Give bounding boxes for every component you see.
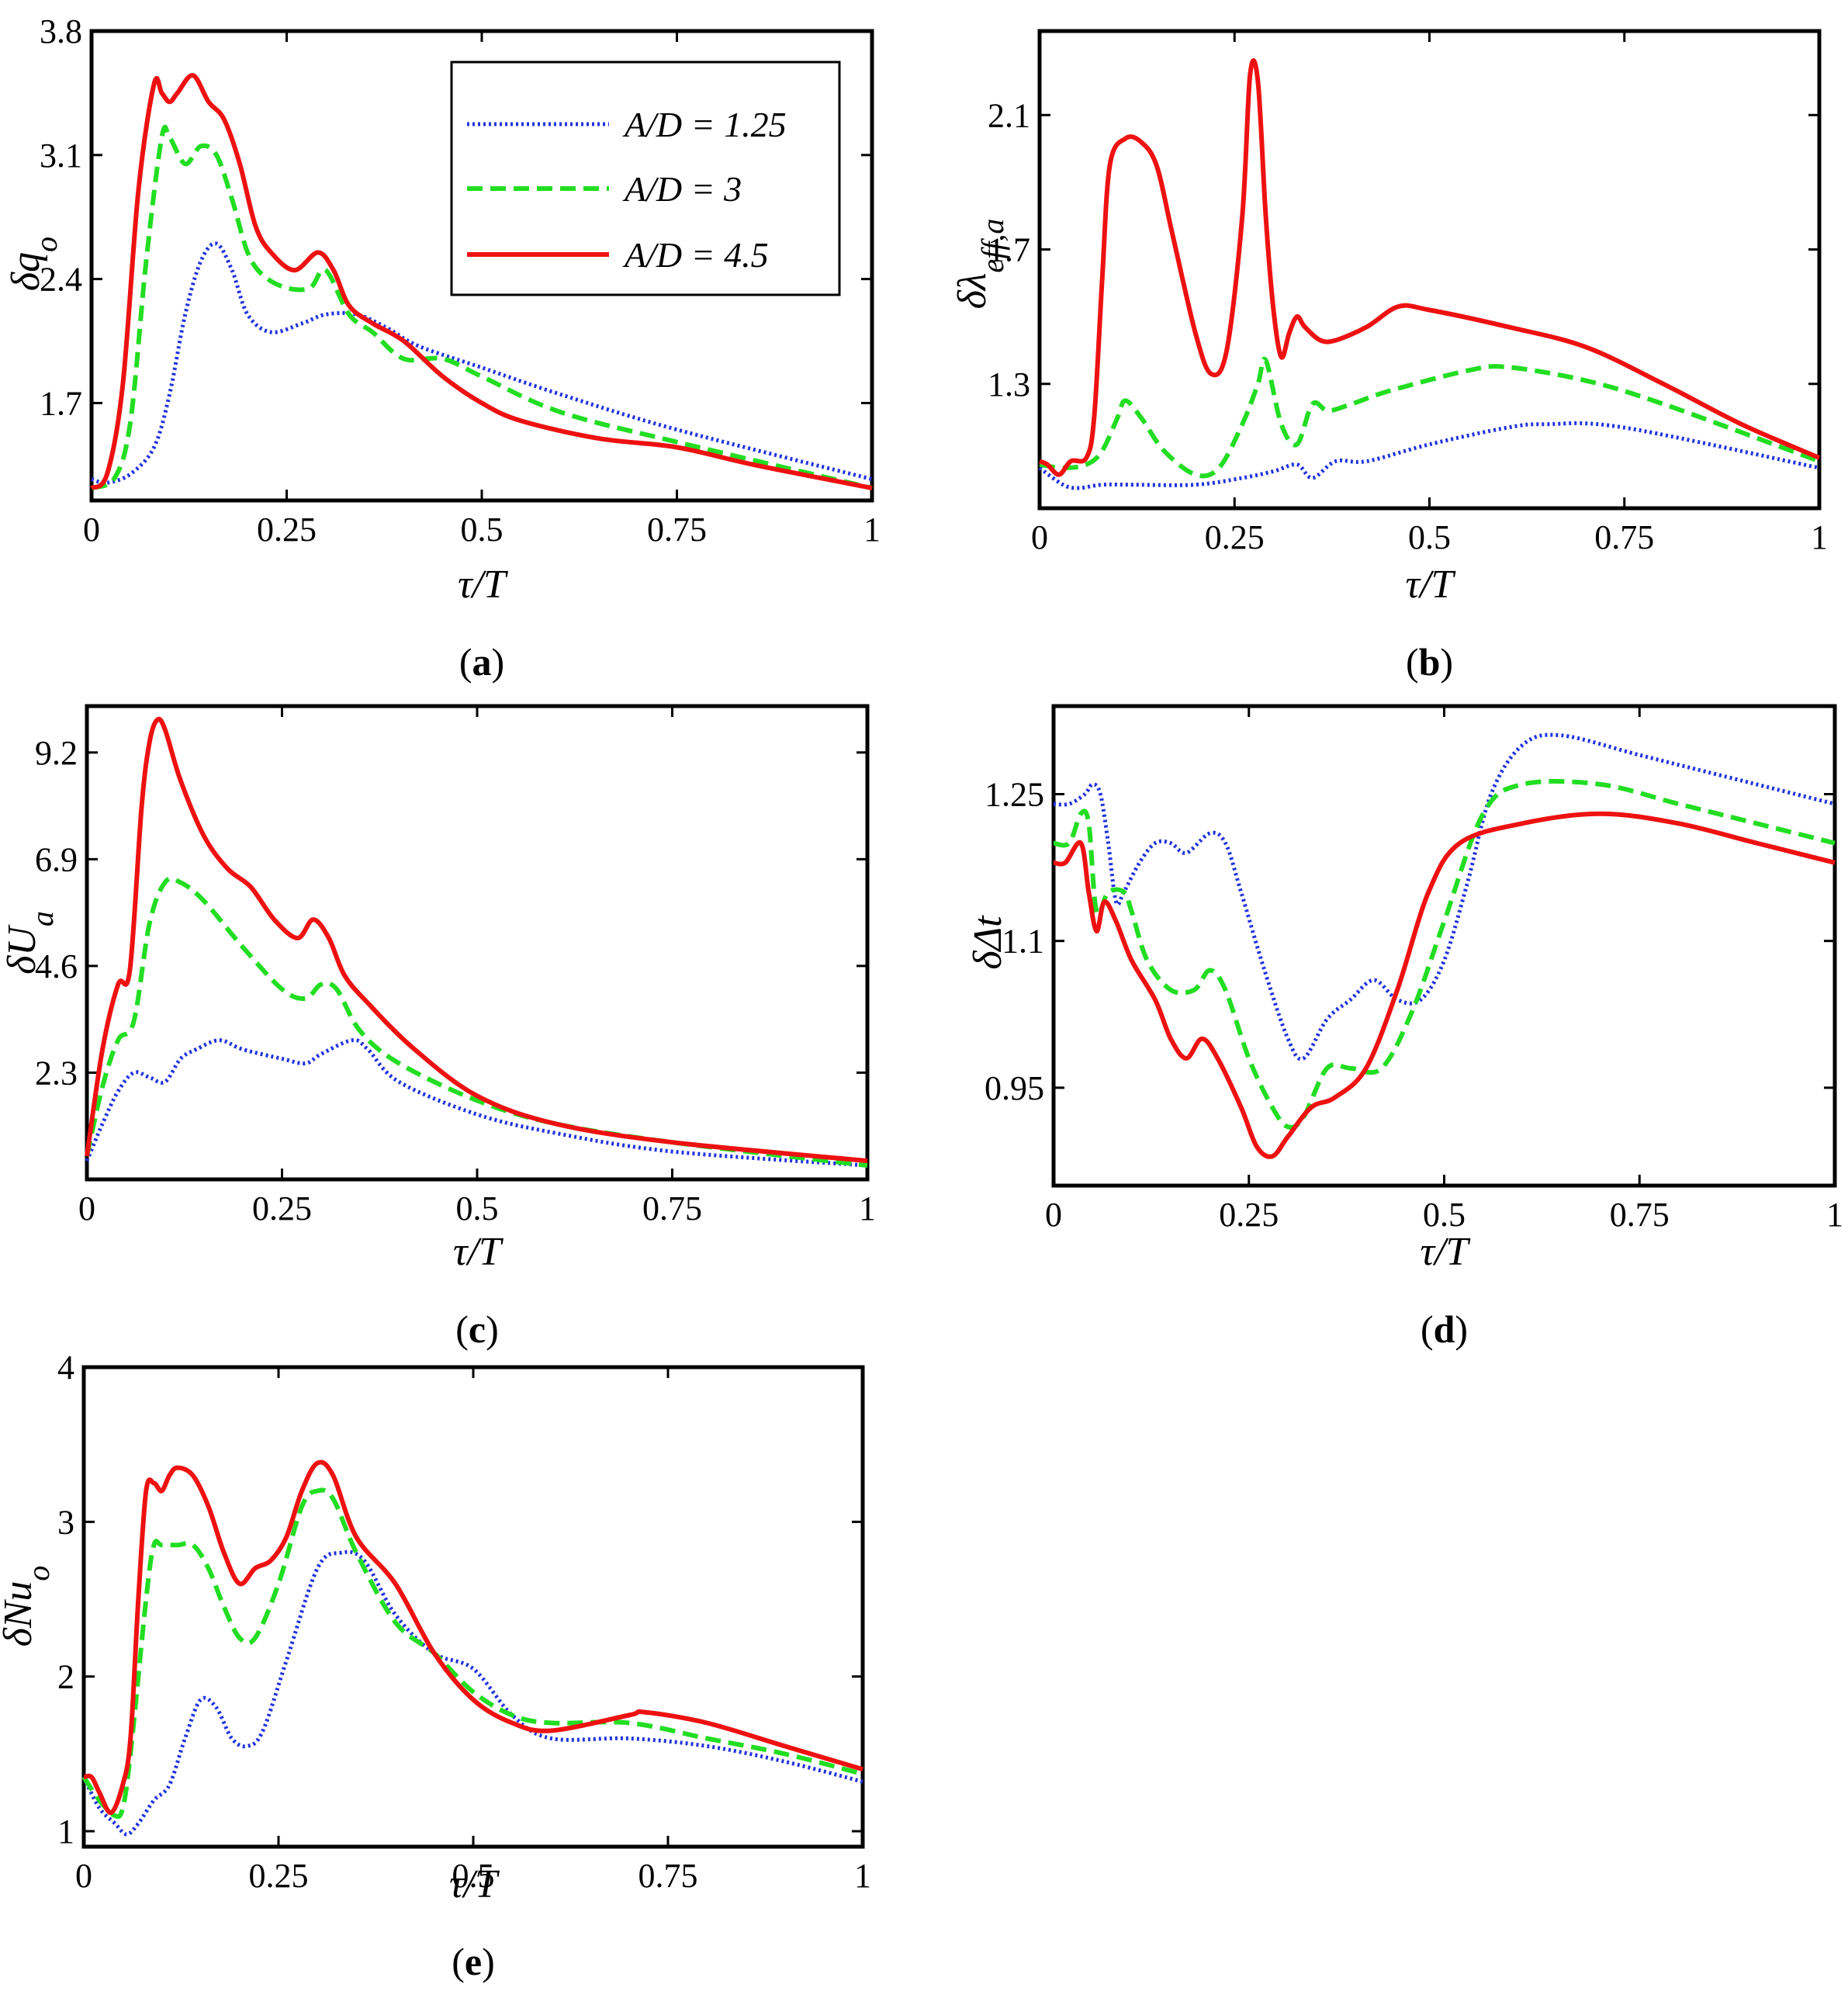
y-tick-label: 4 — [57, 1349, 74, 1387]
legend-entry-3: A/D = 4.5 — [622, 235, 769, 275]
panel-e-frame — [81, 1365, 865, 1849]
series-line-1 — [1038, 421, 1820, 490]
y-tick-label: 3.1 — [40, 137, 82, 175]
series-line-2 — [85, 876, 868, 1169]
panel-b-ticks: 0 0.25 0.5 0.75 1 1.3 1.7 2.1 τ/T δλeff,a (b) — [950, 31, 1828, 684]
series-line-2 — [81, 1487, 863, 1820]
y-tick-label: 0.95 — [985, 1069, 1044, 1107]
series-line-3 — [90, 73, 873, 490]
series-line-2 — [1053, 778, 1836, 1130]
x-tick-label: 0.75 — [1610, 1196, 1670, 1234]
panel-d-lines — [1053, 732, 1836, 1159]
series-line-3 — [85, 716, 868, 1164]
x-tick-label: 0.25 — [1219, 1196, 1279, 1234]
y-tick-label: 1.1 — [1002, 923, 1044, 961]
y-tick-label: 1 — [57, 1813, 74, 1851]
y-tick-label: 4.6 — [35, 947, 78, 985]
series-line-1 — [81, 1550, 863, 1837]
legend-entry-1: A/D = 1.25 — [622, 105, 787, 144]
panel-c: 0 0.25 0.5 0.75 1 2.3 4.6 6.9 9.2 τ/T δUa (c) — [0, 704, 876, 1351]
series-line-1 — [1053, 732, 1836, 1061]
x-tick-label: 0.25 — [252, 1189, 312, 1227]
panel-b-frame — [1037, 29, 1822, 511]
y-tick-label: 1.25 — [985, 776, 1044, 814]
x-tick-label: 0.75 — [638, 1857, 698, 1895]
panel-e-lines — [81, 1459, 863, 1837]
x-axis-label: τ/T — [458, 563, 508, 607]
x-tick-label: 0.5 — [461, 511, 504, 549]
panel-caption: (b) — [1406, 640, 1453, 684]
x-tick-label: 0.75 — [647, 511, 707, 549]
x-tick-label: 0 — [75, 1857, 92, 1895]
series-line-2 — [90, 124, 873, 490]
x-tick-label: 0.5 — [452, 1857, 495, 1895]
y-tick-label: 2.3 — [35, 1054, 78, 1092]
y-tick-label: 6.9 — [35, 840, 78, 878]
x-axis-label: τ/T — [1406, 563, 1456, 607]
x-tick-label: 1 — [863, 511, 881, 549]
y-axis-label: δUa — [0, 911, 60, 975]
x-tick-label: 0.5 — [1408, 518, 1451, 556]
y-tick-label: 9.2 — [35, 734, 78, 772]
y-tick-label: 1.7 — [988, 231, 1030, 269]
x-tick-label: 0.25 — [1205, 518, 1265, 556]
panel-caption: (c) — [455, 1307, 499, 1351]
y-tick-label: 1.7 — [40, 384, 82, 422]
series-line-3 — [1038, 58, 1821, 477]
y-tick-label: 3.8 — [40, 12, 82, 50]
series-line-2 — [1039, 356, 1821, 479]
x-tick-label: 0 — [83, 511, 100, 549]
series-line-1 — [85, 1037, 868, 1168]
panel-b-lines — [1038, 58, 1821, 490]
x-tick-label: 0.5 — [456, 1189, 499, 1227]
panel-e: 0 0.25 0.5 0.75 1 1 2 3 4 τ/T δNuo (e) — [0, 1349, 871, 1983]
x-tick-label: 0.75 — [1594, 518, 1654, 556]
x-tick-label: 0.5 — [1423, 1196, 1466, 1234]
panel-caption: (e) — [452, 1940, 495, 1983]
panel-b: 0 0.25 0.5 0.75 1 1.3 1.7 2.1 τ/T δλeff,a (b) — [950, 29, 1828, 684]
y-axis-label: δΔt — [966, 915, 1010, 970]
x-axis-label: τ/T — [453, 1230, 504, 1274]
x-tick-label: 1 — [1811, 518, 1828, 556]
panel-a: 0 0.25 0.5 0.75 1 1.7 2.4 3.1 3.8 τ/T δqo (a) A/D =… — [4, 12, 881, 684]
panel-d: 0 0.25 0.5 0.75 1 0.95 1.1 1.25 τ/T δΔt (d) — [966, 704, 1843, 1351]
y-tick-label: 2.4 — [40, 261, 82, 299]
series-line-3 — [83, 1459, 863, 1816]
x-axis-label: τ/T — [1421, 1230, 1471, 1274]
y-tick-label: 3 — [57, 1503, 74, 1541]
legend-entry-2: A/D = 3 — [622, 169, 742, 209]
x-tick-label: 0.25 — [249, 1857, 309, 1895]
x-tick-label: 0 — [78, 1189, 95, 1227]
x-tick-label: 0.75 — [642, 1189, 702, 1227]
x-axis-label: τ/T — [449, 1862, 500, 1906]
x-tick-label: 0 — [1031, 518, 1048, 556]
series-line-3 — [1053, 811, 1836, 1159]
y-axis-label: δλeff,a — [950, 219, 1010, 310]
y-axis-label: δqo — [4, 237, 64, 291]
panel-e-ticks: 0 0.25 0.5 0.75 1 1 2 3 4 τ/T δNuo (e) — [0, 1349, 871, 1983]
panel-a-lines — [90, 73, 873, 490]
panel-c-ticks: 0 0.25 0.5 0.75 1 2.3 4.6 6.9 9.2 τ/T δUa (c) — [0, 706, 876, 1351]
legend: A/D = 1.25 A/D = 3 A/D = 4.5 — [450, 61, 841, 296]
panel-c-lines — [85, 716, 868, 1169]
x-tick-label: 1 — [1826, 1196, 1843, 1234]
x-tick-label: 0.25 — [257, 511, 317, 549]
y-tick-label: 2 — [57, 1658, 74, 1696]
panel-caption: (d) — [1421, 1307, 1468, 1351]
panel-a-ticks: 0 0.25 0.5 0.75 1 1.7 2.4 3.1 3.8 τ/T δqo (a) — [4, 12, 881, 684]
y-tick-label: 1.3 — [988, 365, 1030, 403]
x-tick-label: 1 — [859, 1189, 876, 1227]
x-tick-label: 1 — [854, 1857, 871, 1895]
x-tick-label: 0 — [1045, 1196, 1062, 1234]
panel-c-frame — [85, 704, 870, 1182]
panel-caption: (a) — [459, 640, 504, 684]
y-tick-label: 2.1 — [988, 96, 1030, 134]
y-axis-label: δNuo — [0, 1566, 56, 1647]
panel-d-ticks: 0 0.25 0.5 0.75 1 0.95 1.1 1.25 τ/T δΔt (d) — [966, 706, 1843, 1351]
panel-d-frame — [1051, 704, 1837, 1188]
